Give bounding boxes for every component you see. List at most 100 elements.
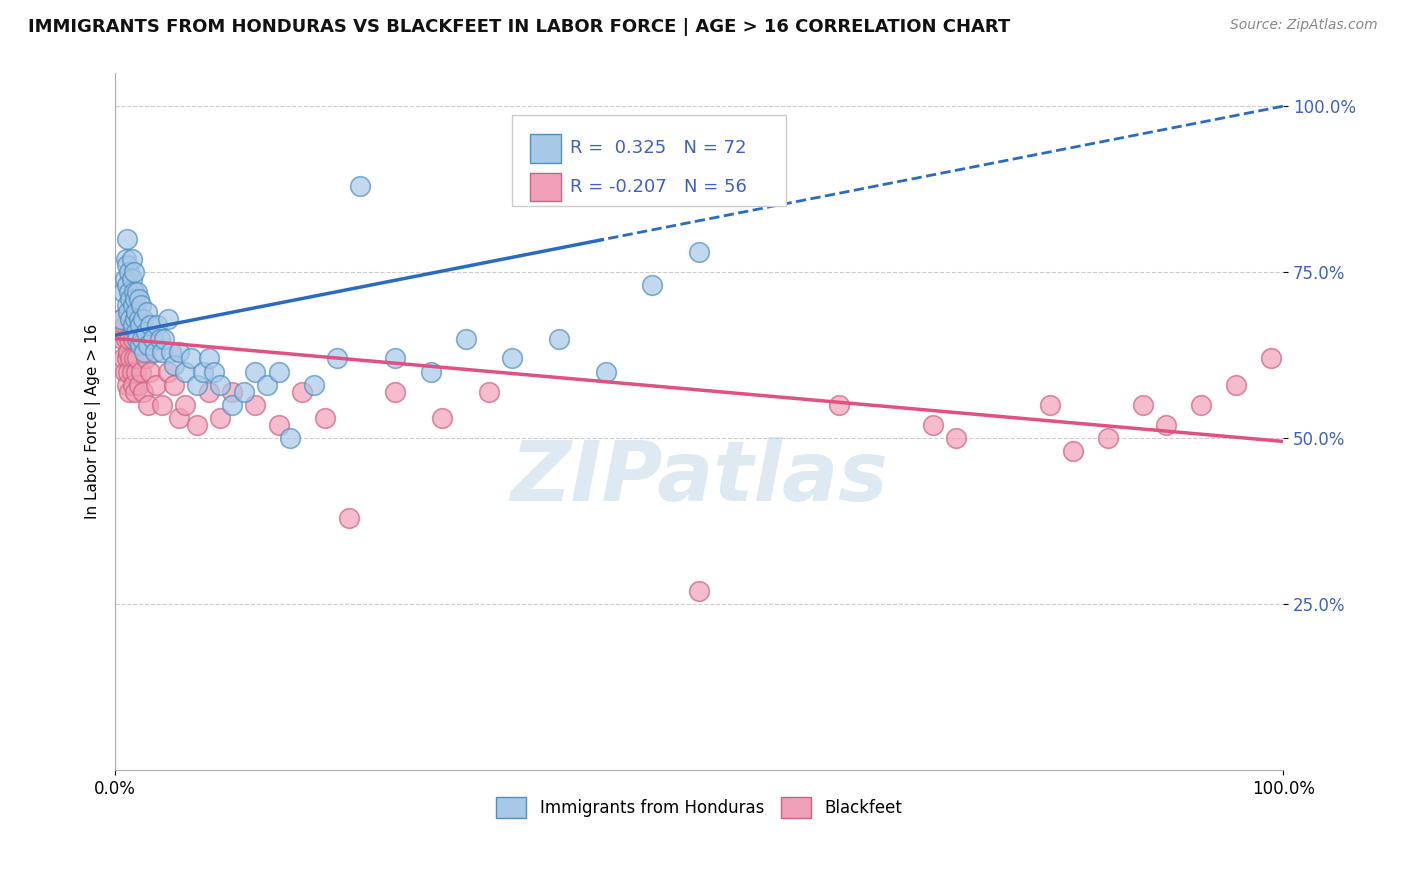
Point xyxy=(267,417,290,432)
Text: IMMIGRANTS FROM HONDURAS VS BLACKFEET IN LABOR FORCE | AGE > 16 CORRELATION CHAR: IMMIGRANTS FROM HONDURAS VS BLACKFEET IN… xyxy=(28,18,1011,36)
Point xyxy=(124,384,146,399)
Legend: Immigrants from Honduras, Blackfeet: Immigrants from Honduras, Blackfeet xyxy=(489,790,908,824)
Point xyxy=(125,365,148,379)
Point xyxy=(191,365,214,379)
Point xyxy=(120,351,142,366)
Point xyxy=(121,318,143,333)
Point xyxy=(162,378,184,392)
Point xyxy=(121,272,143,286)
Point xyxy=(134,344,156,359)
Point xyxy=(204,365,226,379)
Point xyxy=(121,298,143,312)
Point xyxy=(146,318,169,333)
Point xyxy=(595,365,617,379)
Point xyxy=(209,378,232,392)
Point xyxy=(118,285,141,299)
Point xyxy=(115,378,138,392)
Point xyxy=(197,384,219,399)
Text: Source: ZipAtlas.com: Source: ZipAtlas.com xyxy=(1230,18,1378,32)
Point xyxy=(115,232,138,246)
Point xyxy=(828,398,851,412)
Point xyxy=(117,344,139,359)
Point xyxy=(150,344,173,359)
Point xyxy=(121,252,143,266)
Point xyxy=(127,285,149,299)
Point xyxy=(145,378,167,392)
Point xyxy=(169,344,191,359)
Point xyxy=(111,331,134,345)
Point xyxy=(478,384,501,399)
Point xyxy=(221,398,243,412)
Point xyxy=(641,278,664,293)
Point xyxy=(1038,398,1060,412)
Point xyxy=(221,384,243,399)
Point xyxy=(548,331,571,345)
Point xyxy=(115,351,138,366)
Point xyxy=(1097,431,1119,445)
Point xyxy=(150,398,173,412)
Point xyxy=(132,384,155,399)
Point xyxy=(121,331,143,345)
Point xyxy=(1062,444,1084,458)
Point xyxy=(156,311,179,326)
Point xyxy=(120,292,142,306)
Point xyxy=(384,384,406,399)
Point xyxy=(135,351,157,366)
Point xyxy=(118,384,141,399)
Point xyxy=(747,153,769,167)
Point xyxy=(121,378,143,392)
Point xyxy=(115,278,138,293)
Point xyxy=(114,331,136,345)
Point xyxy=(120,311,142,326)
Point xyxy=(125,305,148,319)
Point xyxy=(115,259,138,273)
Point xyxy=(117,305,139,319)
Point xyxy=(128,378,150,392)
Point xyxy=(180,351,202,366)
Point xyxy=(128,338,150,352)
Point xyxy=(131,331,153,345)
Point xyxy=(1260,351,1282,366)
Point xyxy=(127,351,149,366)
Point xyxy=(139,365,162,379)
Point xyxy=(139,318,162,333)
Point xyxy=(121,365,143,379)
Point xyxy=(1156,417,1178,432)
Point xyxy=(501,351,523,366)
Point xyxy=(118,265,141,279)
Point xyxy=(125,325,148,339)
Point xyxy=(115,298,138,312)
Text: R =  0.325   N = 72: R = 0.325 N = 72 xyxy=(569,139,747,158)
Point xyxy=(186,378,208,392)
Point xyxy=(148,331,170,345)
Point xyxy=(122,285,145,299)
Point xyxy=(945,431,967,445)
Point xyxy=(160,344,183,359)
Point xyxy=(128,318,150,333)
Point xyxy=(245,398,267,412)
Point xyxy=(454,331,477,345)
Text: R = -0.207   N = 56: R = -0.207 N = 56 xyxy=(569,178,747,196)
Point xyxy=(256,378,278,392)
Point xyxy=(169,411,191,425)
Point xyxy=(143,344,166,359)
Point xyxy=(209,411,232,425)
Point xyxy=(114,272,136,286)
Point xyxy=(124,311,146,326)
Point xyxy=(136,398,159,412)
Point xyxy=(122,265,145,279)
Point xyxy=(174,398,197,412)
Point xyxy=(114,252,136,266)
Y-axis label: In Labor Force | Age > 16: In Labor Force | Age > 16 xyxy=(86,324,101,519)
Point xyxy=(314,411,336,425)
Point xyxy=(117,365,139,379)
Point xyxy=(156,365,179,379)
Point xyxy=(110,311,132,326)
Point xyxy=(1132,398,1154,412)
Point xyxy=(245,365,267,379)
Point xyxy=(688,245,710,260)
Point xyxy=(186,417,208,432)
Point xyxy=(349,178,371,193)
Text: ZIPatlas: ZIPatlas xyxy=(510,437,889,517)
Point xyxy=(112,285,135,299)
